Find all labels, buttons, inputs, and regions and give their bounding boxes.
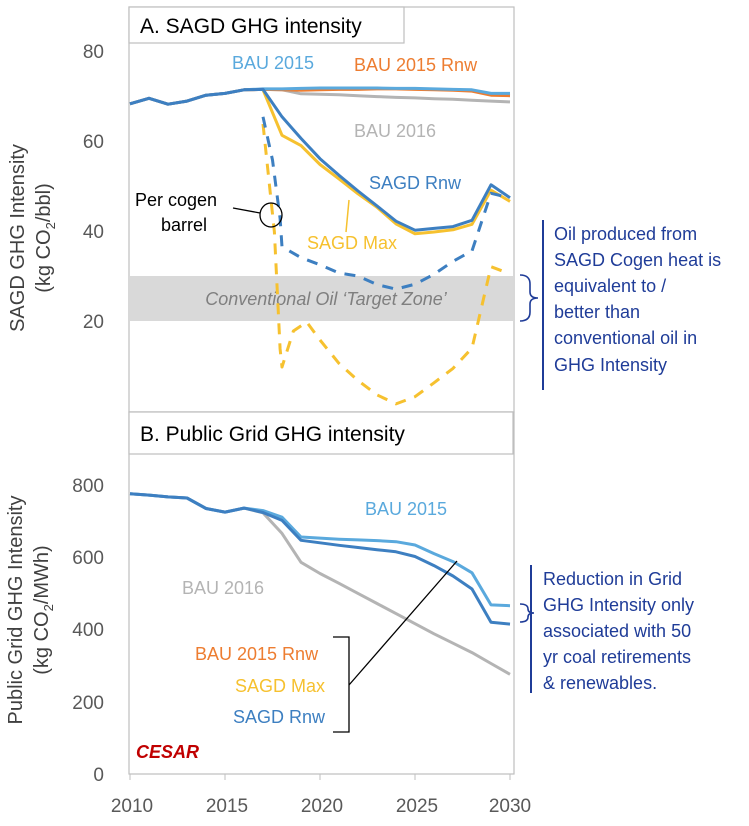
grid-note-brace — [519, 603, 535, 623]
oil-note-line: better than — [554, 302, 640, 322]
grid-note-line: associated with 50 — [543, 621, 691, 641]
y-tick-b-800: 800 — [72, 476, 104, 497]
oil-note-line: Oil produced from — [554, 224, 697, 244]
y-tick-a-60: 60 — [83, 132, 104, 153]
y-axis-title-b-units-post: /MWh) — [31, 545, 53, 604]
panel-a-title-box — [128, 6, 405, 44]
y-axis-title-a-line1: SAGD GHG Intensity — [7, 144, 29, 332]
y-axis-title-b: Public Grid GHG Intensity — [5, 496, 27, 725]
labels-bracket — [333, 636, 350, 733]
y-axis-title-a-units-post: /bbl) — [33, 183, 55, 222]
sagdmax-leader-line — [345, 199, 350, 233]
y-axis-title-a-units-sub: 2 — [43, 222, 58, 229]
target-zone-label: Conventional Oil ‘Target Zone’ — [205, 289, 447, 309]
x-axis: 2010 2015 2020 2025 2030 — [111, 774, 531, 817]
panel-b-title-box — [128, 411, 514, 455]
label-sagdrnw-a: SAGD Rnw — [369, 173, 462, 193]
series-line-sagd-rnw-per-cogen-barrel- — [261, 116, 511, 291]
y-axis-title-b-units-pre: (kg CO — [31, 611, 53, 674]
label-sagdmax-b: SAGD Max — [235, 676, 325, 696]
oil-note-brace — [519, 274, 539, 322]
series-line-sagd-rnw — [129, 492, 511, 626]
x-tick-2030: 2030 — [489, 796, 531, 817]
per-cogen-circle — [259, 202, 283, 228]
series-line-sagd-rnw — [129, 87, 511, 232]
x-tick-2010: 2010 — [111, 796, 153, 817]
x-tick-2020: 2020 — [301, 796, 343, 817]
series-line-sagd-max-per-cogen-barrel- — [261, 123, 511, 406]
x-tick-2025: 2025 — [396, 796, 438, 817]
y-tick-a-80: 80 — [83, 42, 104, 63]
y-tick-a-40: 40 — [83, 222, 104, 243]
panel-a-series — [129, 86, 511, 406]
y-axis-title-a-units-pre: (kg CO — [33, 229, 55, 292]
y-tick-b-400: 400 — [72, 620, 104, 641]
grid-note-line: GHG Intensity only — [543, 595, 694, 615]
per-cogen-leader-line — [232, 207, 261, 214]
y-axis-title-b-line1: Public Grid GHG Intensity — [5, 496, 27, 725]
label-bau2015rnw-b: BAU 2015 Rnw — [195, 644, 319, 664]
series-line-sagd-max — [261, 89, 511, 236]
y-axis-title-b-units: (kg CO2/MWh) — [31, 545, 56, 674]
y-tick-b-600: 600 — [72, 548, 104, 569]
per-cogen-label-line2: barrel — [161, 215, 207, 235]
y-axis-title-b-units-sub: 2 — [41, 604, 56, 611]
label-bau2015-a: BAU 2015 — [232, 53, 314, 73]
oil-note: Oil produced from SAGD Cogen heat is equ… — [554, 224, 726, 375]
label-sagdrnw-b: SAGD Rnw — [233, 707, 326, 727]
oil-note-line: GHG Intensity — [554, 355, 667, 375]
cesar-logo: CESAR — [136, 742, 199, 762]
x-tick-2015: 2015 — [206, 796, 248, 817]
grid-note: Reduction in Grid GHG Intensity only ass… — [543, 569, 699, 693]
target-zone-band — [130, 276, 513, 321]
y-tick-b-0: 0 — [93, 765, 104, 786]
y-tick-b-200: 200 — [72, 693, 104, 714]
label-bau2015-b: BAU 2015 — [365, 499, 447, 519]
oil-note-line: equivalent to / — [554, 276, 666, 296]
per-cogen-label-line1: Per cogen — [135, 190, 217, 210]
y-axis-title-a-units: (kg CO2/bbl) — [33, 183, 58, 292]
label-bau2015rnw-a: BAU 2015 Rnw — [354, 55, 478, 75]
panel-b-title: B. Public Grid GHG intensity — [140, 423, 405, 446]
labels-bracket-leader — [348, 560, 458, 686]
oil-note-line: conventional oil in — [554, 328, 697, 348]
grid-note-line: Reduction in Grid — [543, 569, 682, 589]
oil-note-line: SAGD Cogen heat is — [554, 250, 721, 270]
panel-a-title: A. SAGD GHG intensity — [140, 15, 362, 38]
grid-note-line: & renewables. — [543, 673, 657, 693]
label-bau2016-b: BAU 2016 — [182, 578, 264, 598]
label-bau2016-a: BAU 2016 — [354, 121, 436, 141]
y-axis-title-a: SAGD GHG Intensity — [7, 144, 29, 332]
y-tick-a-20: 20 — [83, 312, 104, 333]
grid-note-line: yr coal retirements — [543, 647, 691, 667]
label-sagdmax-a: SAGD Max — [307, 233, 397, 253]
